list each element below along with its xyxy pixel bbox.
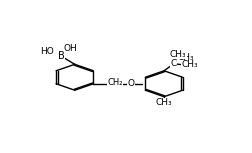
Text: HO: HO [40, 47, 54, 56]
Text: B: B [57, 51, 64, 61]
Text: OH: OH [64, 45, 77, 54]
Text: CH₃: CH₃ [180, 60, 197, 69]
Text: CH₃: CH₃ [177, 53, 193, 62]
Text: O: O [127, 79, 134, 88]
Text: CH₃: CH₃ [169, 50, 185, 59]
Text: CH₃: CH₃ [155, 98, 172, 107]
Text: C: C [170, 59, 176, 68]
Text: CH₂: CH₂ [107, 78, 122, 87]
